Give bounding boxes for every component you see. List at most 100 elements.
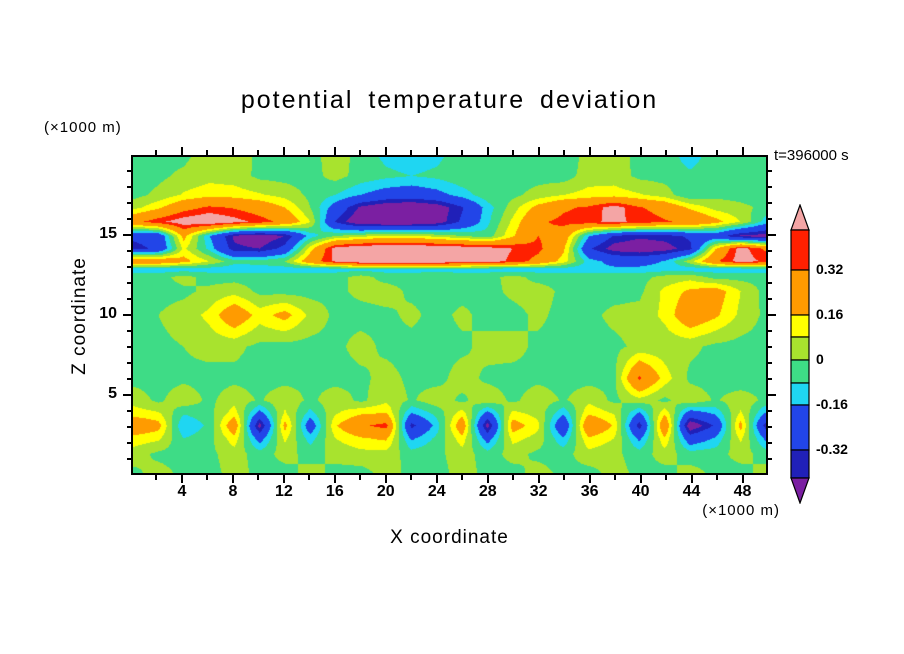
axis-tick	[741, 475, 744, 483]
axis-tick	[768, 330, 772, 332]
colorbar-label: 0.32	[816, 261, 844, 277]
axis-tick	[639, 475, 642, 483]
axis-tick	[127, 298, 131, 300]
axis-tick	[768, 202, 772, 204]
x-tick-label: 4	[177, 483, 187, 500]
axis-tick	[768, 362, 772, 364]
axis-tick	[180, 475, 183, 483]
z-tick-label: 10	[99, 305, 117, 322]
axis-tick	[716, 150, 719, 155]
x-tick-label: 36	[580, 483, 599, 500]
axis-tick	[512, 475, 515, 480]
axis-tick	[768, 234, 776, 236]
axis-tick	[180, 147, 183, 155]
axis-tick	[155, 475, 158, 480]
axis-tick	[127, 202, 131, 204]
axis-tick	[768, 346, 772, 348]
axis-tick	[614, 475, 617, 480]
axis-tick	[359, 150, 362, 155]
axis-tick	[768, 170, 772, 172]
axis-tick	[308, 150, 311, 155]
colorbar-segment	[790, 382, 810, 406]
axis-tick	[127, 170, 131, 172]
axis-tick	[123, 234, 131, 236]
axis-tick	[257, 150, 260, 155]
axis-tick	[127, 250, 131, 252]
axis-tick	[486, 147, 489, 155]
colorbar-label: 0	[816, 351, 824, 367]
axis-tick	[333, 475, 336, 483]
axis-tick	[461, 150, 464, 155]
axis-tick	[206, 475, 209, 480]
axis-tick	[282, 147, 285, 155]
x-tick-label: 24	[427, 483, 446, 500]
colorbar-segment	[790, 314, 810, 338]
axis-tick	[435, 475, 438, 483]
axis-tick	[127, 186, 131, 188]
x-tick-label: 28	[478, 483, 497, 500]
axis-tick	[127, 330, 131, 332]
axis-tick	[588, 147, 591, 155]
axis-tick	[257, 475, 260, 480]
axis-tick	[359, 475, 362, 480]
z-tick-label: 15	[99, 225, 117, 242]
z-axis-unit-label: (×1000 m)	[44, 119, 122, 136]
axis-tick	[768, 266, 772, 268]
axis-tick	[768, 426, 772, 428]
x-axis-title: X coordinate	[390, 527, 509, 548]
axis-tick	[127, 218, 131, 220]
axis-tick	[435, 147, 438, 155]
axis-tick	[768, 410, 772, 412]
axis-tick	[486, 475, 489, 483]
x-tick-label: 16	[325, 483, 344, 500]
colorbar-arrow-bottom	[790, 477, 810, 505]
axis-tick	[155, 150, 158, 155]
colorbar-label: -0.16	[816, 396, 848, 412]
x-tick-label: 32	[529, 483, 548, 500]
colorbar-arrow-top	[790, 203, 810, 231]
axis-tick	[639, 147, 642, 155]
colorbar-segment	[790, 449, 810, 479]
x-axis-unit-label: (×1000 m)	[702, 502, 780, 519]
axis-tick	[127, 282, 131, 284]
axis-tick	[231, 475, 234, 483]
axis-tick	[206, 150, 209, 155]
colorbar-container	[788, 203, 812, 505]
axis-tick	[308, 475, 311, 480]
x-tick-label: 8	[228, 483, 238, 500]
x-tick-label: 12	[274, 483, 293, 500]
axis-tick	[537, 147, 540, 155]
axis-tick	[127, 442, 131, 444]
colorbar-label: -0.32	[816, 441, 848, 457]
axis-tick	[768, 282, 772, 284]
axis-tick	[127, 378, 131, 380]
axis-tick	[741, 147, 744, 155]
axis-tick	[588, 475, 591, 483]
axis-tick	[768, 394, 776, 396]
colorbar-segment	[790, 269, 810, 316]
axis-tick	[127, 266, 131, 268]
axis-tick	[768, 314, 776, 316]
time-annotation: t=396000 s	[774, 147, 849, 164]
axis-tick	[123, 394, 131, 396]
axis-tick	[410, 475, 413, 480]
colorbar	[790, 203, 810, 505]
axis-tick	[665, 475, 668, 480]
x-tick-label: 40	[631, 483, 650, 500]
axis-tick	[512, 150, 515, 155]
axis-tick	[768, 442, 772, 444]
axis-tick	[127, 346, 131, 348]
axis-tick	[123, 314, 131, 316]
colorbar-segment	[790, 229, 810, 271]
axis-tick	[768, 218, 772, 220]
axis-tick	[333, 147, 336, 155]
x-tick-label: 44	[682, 483, 701, 500]
axis-tick	[461, 475, 464, 480]
axis-tick	[282, 475, 285, 483]
axis-tick	[537, 475, 540, 483]
axis-tick	[127, 426, 131, 428]
axis-tick	[231, 147, 234, 155]
axis-tick	[384, 475, 387, 483]
colorbar-segment	[790, 336, 810, 361]
